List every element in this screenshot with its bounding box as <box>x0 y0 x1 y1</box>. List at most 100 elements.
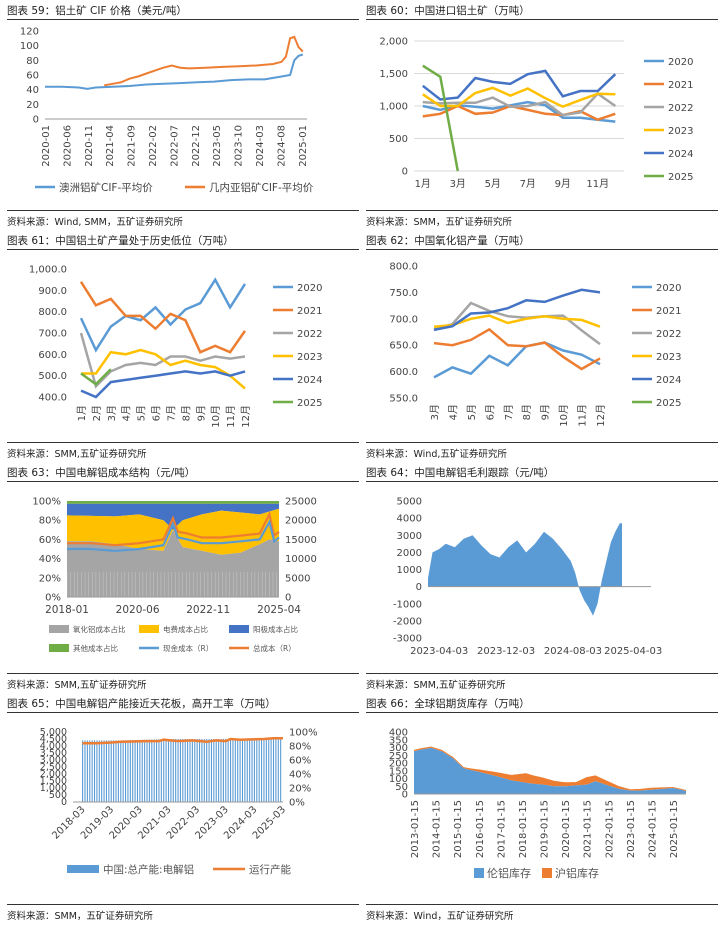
y-tick-label: 250 <box>389 751 408 762</box>
capacity-bar <box>141 739 143 802</box>
y-right-tick-label: 5000 <box>285 573 310 584</box>
bottom-rule <box>366 904 718 905</box>
y-right-tick-label: 40% <box>289 770 311 781</box>
y-tick-label: -2000 <box>393 616 422 627</box>
cash-cost-line <box>67 519 280 553</box>
legend-label: 现金成本（R） <box>163 643 213 653</box>
capacity-bar <box>215 739 217 802</box>
capacity-bar <box>232 738 234 802</box>
y-right-tick-label: 25000 <box>285 497 317 508</box>
chart-panel-65: 图表 65：中国电解铝产能接近天花板，高开工率（万吨） 0 500 1,000 1,5… <box>7 696 359 926</box>
y-tick-label: 4,500 <box>40 734 67 745</box>
y-tick-label: 0 <box>402 167 408 178</box>
y-right-tick-label: 0 <box>285 593 291 604</box>
x-tick-label: 2023-10 <box>234 125 245 167</box>
y-tick-label: 300 <box>389 743 408 754</box>
legend-label: 沪铝库存 <box>555 866 599 880</box>
y-right-tick-label: 0% <box>289 798 305 809</box>
y-tick-label: 700.0 <box>38 329 67 340</box>
y-tick-label: 100% <box>32 497 61 508</box>
bottom-rule <box>366 210 718 211</box>
capacity-bar <box>110 740 112 802</box>
capacity-bar <box>165 739 167 802</box>
capacity-bar <box>89 740 91 802</box>
x-tick-label: 2019-01-15 <box>540 800 551 858</box>
capacity-bar <box>156 739 158 802</box>
capacity-bar <box>129 740 131 802</box>
y-tick-label: 40% <box>39 554 61 565</box>
y-tick-label: 100 <box>20 41 39 52</box>
chart-panel-62: 图表 62：中国氧化铝产量（万吨） 550.0 600.0 650.0 700.0 75… <box>366 233 718 460</box>
capacity-bar <box>125 740 127 802</box>
x-tick-label: 7月 <box>165 405 177 421</box>
x-tick-label: 2022-01-15 <box>604 800 615 858</box>
capacity-bar <box>93 740 96 802</box>
x-tick-label: 2020-06 <box>116 604 160 616</box>
capacity-bar <box>91 740 93 802</box>
x-tick-label: 2018-01-15 <box>518 800 529 858</box>
x-tick-label: 6月 <box>484 404 496 420</box>
x-tick-label: 2020-01 <box>41 125 52 167</box>
x-tick-label: 12月 <box>595 404 607 427</box>
capacity-bar <box>82 740 84 802</box>
capacity-bar <box>172 739 174 802</box>
title-rule <box>366 712 718 713</box>
title-rule <box>7 712 359 713</box>
source-note: 资料来源：Wind, SMM，五矿证券研究所 <box>7 217 183 228</box>
x-tick-label: 2024-03 <box>255 125 266 167</box>
x-tick-label: 2023-12-03 <box>477 646 535 657</box>
legend-label: 2022 <box>656 329 681 340</box>
x-tick-label: 2022-11 <box>186 604 230 616</box>
chart-panel-66: 图表 66：全球铝期货库存（万吨） 0 50 100 150 200 250 300 350 4… <box>366 696 718 926</box>
x-tick-label: 2023-05 <box>212 125 223 167</box>
chart-62-svg: 550.0 600.0 650.0 700.0 750.0 800.0 3月 4月 5月 6月 7月… <box>389 262 681 427</box>
x-tick-label: 10月 <box>558 404 570 427</box>
bottom-rule <box>7 673 359 674</box>
capacity-bar <box>203 739 205 802</box>
x-tick-label: 7月 <box>503 404 515 420</box>
capacity-bar <box>113 740 115 802</box>
y-tick-label: 5,000 <box>40 727 67 738</box>
y-tick-label: 650.0 <box>389 341 418 352</box>
source-note: 资料来源：SMM,五矿证券研究所 <box>366 680 506 691</box>
capacity-bar <box>253 738 255 802</box>
capacity-bar <box>120 740 122 802</box>
y-tick-label: 1000 <box>397 565 422 576</box>
y-tick-label: 2000 <box>397 548 422 559</box>
series-line <box>79 277 247 353</box>
y-right-tick-label: 20000 <box>285 516 317 527</box>
capacity-bar <box>98 740 100 802</box>
capacity-bar <box>187 739 189 802</box>
y-tick-label: 3,000 <box>40 755 67 766</box>
x-tick-label: 2025-04 <box>257 604 301 616</box>
y-tick-label: 600.0 <box>38 350 67 361</box>
capacity-bar <box>246 738 248 802</box>
y-tick-label: 800.0 <box>389 262 418 273</box>
bottom-rule <box>366 673 718 674</box>
y-tick-label: 5000 <box>397 497 422 508</box>
y-tick-label: 3,500 <box>40 748 67 759</box>
x-tick-label: 1月 <box>415 178 431 190</box>
capacity-bar <box>268 738 270 802</box>
capacity-bar <box>134 739 136 802</box>
source-note: 资料来源：SMM,五矿证券研究所 <box>7 449 147 460</box>
x-tick-label: 2021-04 <box>105 125 116 167</box>
x-tick-label: 2020-06 <box>62 125 73 167</box>
chart-title: 图表 60：中国进口铝土矿（万吨） <box>366 5 530 17</box>
capacity-bar <box>170 739 172 802</box>
chart-panel-59: 图表 59：铝土矿 CIF 价格（美元/吨） 0 20 40 60 80 100 120 20… <box>7 3 359 228</box>
capacity-bar <box>198 739 201 802</box>
capacity-bar <box>201 739 203 802</box>
capacity-bar <box>108 740 110 802</box>
capacity-bar <box>86 740 88 802</box>
x-tick-label: 9月 <box>195 405 207 421</box>
capacity-bar <box>191 739 193 802</box>
y-tick-label: 400.0 <box>38 393 67 404</box>
x-tick-label: 2020-01-15 <box>561 800 572 858</box>
capacity-bar <box>241 738 244 802</box>
y-tick-label: 400 <box>389 728 408 739</box>
capacity-bar <box>184 739 186 802</box>
legend-label: 2021 <box>668 80 693 91</box>
series-line <box>80 368 112 386</box>
